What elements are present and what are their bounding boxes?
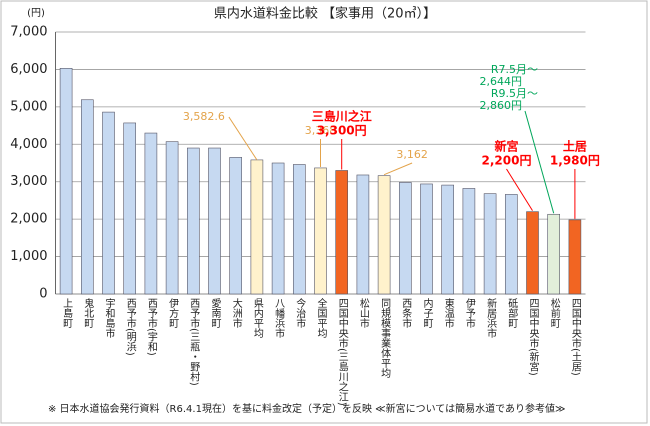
bar <box>165 141 179 295</box>
y-tick-label: 3,000 <box>10 174 47 189</box>
y-tick-label: 7,000 <box>10 25 47 40</box>
bar <box>547 213 561 295</box>
y-tick-label: 2,000 <box>10 212 47 227</box>
bar <box>292 164 306 295</box>
x-tick-label: 東温市 <box>442 297 454 329</box>
bar <box>420 183 433 295</box>
x-tick-label: 砥部町 <box>506 297 518 328</box>
x-tick-label: 宇和島市 <box>103 297 115 339</box>
note-line: R9.5月～ <box>491 87 538 100</box>
x-tick-label: 伊予市 <box>463 298 475 329</box>
value-label: 3,300円 <box>317 124 367 138</box>
value-label: 1,980円 <box>550 154 600 168</box>
note-line: R7.5月～ <box>491 63 538 76</box>
annotation: 三島川之江 <box>312 109 372 124</box>
x-tick-label: 松前町 <box>548 297 560 328</box>
chart-title: 県内水道料金比較 【家事用（20㎥）】 <box>214 6 436 22</box>
value-label: 3,582.6 <box>183 110 225 123</box>
x-tick-label: 愛南町 <box>209 297 221 328</box>
bar <box>81 99 94 295</box>
y-tick-label: 0 <box>39 287 47 302</box>
x-tick-label: 同規模事業体平均 <box>379 298 391 379</box>
bar <box>504 194 518 295</box>
annotation: 土居 <box>563 139 587 154</box>
x-tick-label: 八幡浜市 <box>273 298 285 339</box>
leader-line <box>383 162 413 176</box>
bar <box>144 132 158 295</box>
x-tick-label: 今治市 <box>294 297 306 329</box>
y-tick-label: 5,000 <box>10 99 47 114</box>
x-tick-label: 四国中央市(土居) <box>569 298 581 376</box>
bar <box>187 147 200 295</box>
bar <box>398 182 412 295</box>
bar <box>441 184 455 295</box>
leader-line <box>524 110 555 214</box>
x-tick-label: 西条市 <box>400 298 412 329</box>
x-tick-label: 県内平均 <box>251 298 263 339</box>
bar <box>356 174 370 295</box>
x-tick-label: 西予市(明浜) <box>124 298 136 356</box>
bar <box>483 193 497 295</box>
x-tick-label: 伊方町 <box>167 298 179 328</box>
annotation: 新宮 <box>494 139 518 154</box>
bar <box>377 175 391 295</box>
bar <box>335 170 349 295</box>
bar <box>102 111 115 295</box>
x-tick-label: 内子町 <box>421 297 433 328</box>
y-unit: (円) <box>27 8 45 19</box>
leader-line <box>506 168 533 211</box>
y-tick-label: 1,000 <box>10 249 47 264</box>
value-label: 2,200円 <box>482 154 532 168</box>
x-tick-label: 上島町 <box>61 298 73 328</box>
x-tick-label: 西予市(三瓶・野村) <box>188 298 200 386</box>
x-tick-label: 松山市 <box>357 297 369 329</box>
bar <box>250 159 264 295</box>
x-tick-label: 鬼北町 <box>82 297 94 328</box>
bar <box>271 162 285 295</box>
y-tick-label: 4,000 <box>10 137 47 152</box>
bar <box>568 219 582 295</box>
bar <box>314 167 327 295</box>
leader-line <box>228 116 258 161</box>
bar <box>462 188 476 295</box>
x-tick-label: 新居浜市 <box>485 297 497 339</box>
bar <box>526 211 539 295</box>
bar <box>208 147 221 295</box>
x-tick-label: 大洲市 <box>230 297 242 329</box>
value-label: 3,162 <box>396 148 428 161</box>
x-tick-label: 四国中央市(三島川之江) <box>336 298 348 406</box>
bar <box>123 122 136 295</box>
x-tick-label: 西予市(宇和) <box>145 298 157 356</box>
value-label: 3,368 <box>305 124 337 137</box>
x-tick-label: 四国中央市(新宮) <box>527 298 539 376</box>
note-line: 2,644円 <box>480 75 523 88</box>
note-line: 2,860円 <box>480 99 523 112</box>
footnote: ※ 日本水道協会発行資料（R6.4.1現在）を基に料金改定（予定）を反映 ≪新宮… <box>48 402 565 415</box>
bar <box>229 157 242 295</box>
bar <box>59 68 73 295</box>
x-tick-label: 全国平均 <box>315 297 327 339</box>
y-tick-label: 6,000 <box>10 62 47 77</box>
